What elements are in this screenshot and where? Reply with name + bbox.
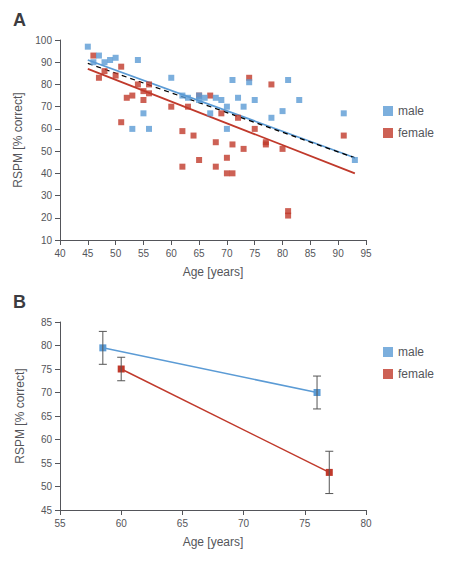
- svg-text:70: 70: [41, 101, 53, 112]
- svg-text:50: 50: [41, 481, 53, 492]
- svg-text:RSPM [% correct]: RSPM [% correct]: [13, 368, 27, 463]
- svg-text:male: male: [398, 104, 424, 118]
- svg-text:65: 65: [194, 248, 206, 259]
- svg-text:60: 60: [116, 518, 128, 529]
- svg-text:20: 20: [41, 212, 53, 223]
- svg-text:A: A: [13, 10, 26, 30]
- svg-text:70: 70: [238, 518, 250, 529]
- svg-text:70: 70: [221, 248, 233, 259]
- svg-text:60: 60: [166, 248, 178, 259]
- svg-text:65: 65: [177, 518, 189, 529]
- svg-text:female: female: [398, 367, 434, 381]
- svg-text:RSPM [% correct]: RSPM [% correct]: [11, 92, 25, 187]
- svg-text:95: 95: [360, 248, 372, 259]
- svg-text:male: male: [398, 345, 424, 359]
- svg-text:50: 50: [110, 248, 122, 259]
- svg-text:80: 80: [41, 79, 53, 90]
- svg-text:Age [years]: Age [years]: [183, 535, 244, 549]
- svg-text:45: 45: [82, 248, 94, 259]
- svg-text:Age [years]: Age [years]: [183, 265, 244, 279]
- svg-text:55: 55: [138, 248, 150, 259]
- svg-text:100: 100: [35, 35, 52, 46]
- svg-text:90: 90: [333, 248, 345, 259]
- svg-text:10: 10: [41, 235, 53, 246]
- svg-text:40: 40: [54, 248, 66, 259]
- svg-text:80: 80: [277, 248, 289, 259]
- svg-text:female: female: [398, 126, 434, 140]
- svg-text:45: 45: [41, 505, 53, 516]
- svg-text:80: 80: [360, 518, 372, 529]
- svg-text:50: 50: [41, 146, 53, 157]
- svg-text:90: 90: [41, 57, 53, 68]
- svg-text:75: 75: [41, 364, 53, 375]
- svg-text:80: 80: [41, 340, 53, 351]
- svg-text:60: 60: [41, 123, 53, 134]
- svg-text:65: 65: [41, 411, 53, 422]
- svg-text:85: 85: [41, 317, 53, 328]
- svg-text:55: 55: [54, 518, 66, 529]
- svg-text:70: 70: [41, 387, 53, 398]
- svg-text:40: 40: [41, 168, 53, 179]
- svg-text:75: 75: [299, 518, 311, 529]
- svg-text:85: 85: [305, 248, 317, 259]
- svg-text:60: 60: [41, 434, 53, 445]
- svg-text:30: 30: [41, 190, 53, 201]
- svg-text:B: B: [13, 292, 26, 312]
- svg-text:55: 55: [41, 458, 53, 469]
- svg-text:75: 75: [249, 248, 261, 259]
